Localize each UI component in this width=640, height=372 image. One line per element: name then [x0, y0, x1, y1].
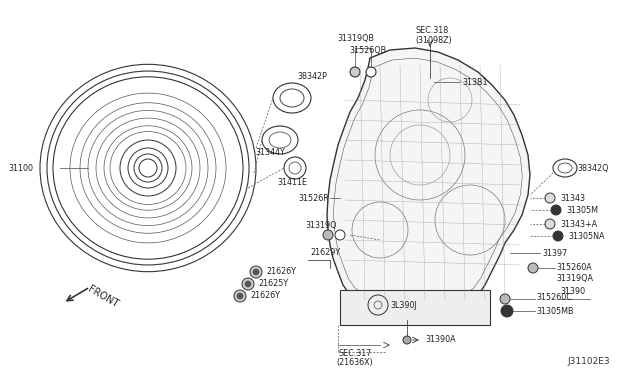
Text: 31319QB: 31319QB [337, 33, 374, 42]
Circle shape [403, 336, 411, 344]
Text: 31390: 31390 [560, 288, 585, 296]
Circle shape [528, 263, 538, 273]
Text: 31344Y: 31344Y [255, 148, 285, 157]
Text: 31319QA: 31319QA [556, 273, 593, 282]
Circle shape [350, 67, 360, 77]
Text: 21626Y: 21626Y [266, 267, 296, 276]
Text: 31305M: 31305M [566, 205, 598, 215]
Text: (31098Z): (31098Z) [415, 35, 452, 45]
Circle shape [501, 305, 513, 317]
Circle shape [335, 230, 345, 240]
Text: 31343+A: 31343+A [560, 219, 597, 228]
Circle shape [245, 281, 251, 287]
Text: SEC.317: SEC.317 [339, 349, 372, 357]
Circle shape [323, 230, 333, 240]
Text: 31319Q: 31319Q [305, 221, 337, 230]
Text: SEC.318: SEC.318 [415, 26, 448, 35]
Polygon shape [340, 290, 490, 325]
Text: 315260A: 315260A [556, 263, 592, 273]
Text: 315260C: 315260C [536, 294, 572, 302]
Text: (21636X): (21636X) [337, 357, 373, 366]
Circle shape [237, 293, 243, 299]
Text: 31526R: 31526R [298, 193, 329, 202]
Circle shape [553, 231, 563, 241]
Text: 3L390J: 3L390J [390, 301, 417, 310]
Circle shape [500, 294, 510, 304]
Circle shape [545, 219, 555, 229]
Text: J31102E3: J31102E3 [568, 357, 610, 366]
Circle shape [250, 266, 262, 278]
Text: 21625Y: 21625Y [258, 279, 288, 289]
Text: 21626Y: 21626Y [250, 292, 280, 301]
Text: 31100: 31100 [8, 164, 33, 173]
Circle shape [234, 290, 246, 302]
Text: 31305NA: 31305NA [568, 231, 605, 241]
Text: 21629Y: 21629Y [310, 247, 340, 257]
Text: 313B1: 313B1 [462, 77, 488, 87]
Circle shape [253, 269, 259, 275]
Text: 31411E: 31411E [277, 177, 307, 186]
Text: 31526QB: 31526QB [349, 45, 386, 55]
Text: FRONT: FRONT [86, 284, 120, 310]
Text: 38342Q: 38342Q [577, 164, 609, 173]
Text: 31390A: 31390A [425, 336, 456, 344]
Text: 31343: 31343 [560, 193, 585, 202]
Text: 31305MB: 31305MB [536, 307, 573, 315]
Polygon shape [327, 48, 530, 314]
Circle shape [366, 67, 376, 77]
Circle shape [242, 278, 254, 290]
Text: 31397: 31397 [542, 248, 567, 257]
Circle shape [551, 205, 561, 215]
Circle shape [545, 193, 555, 203]
Text: 38342P: 38342P [297, 71, 327, 80]
